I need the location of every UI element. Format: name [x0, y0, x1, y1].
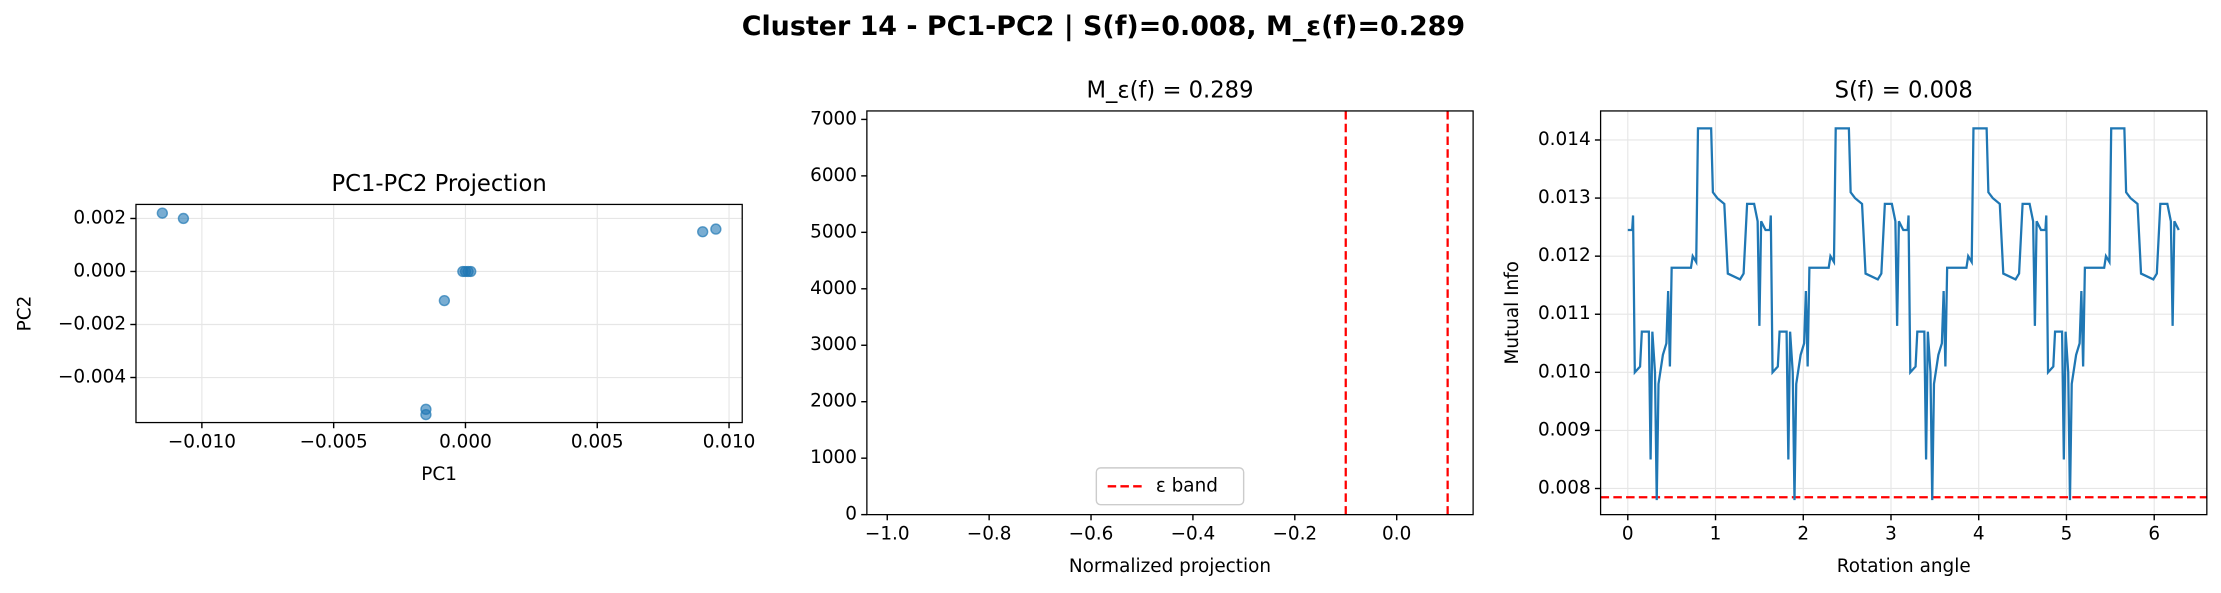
x-axis-label: Normalized projection	[1069, 556, 1271, 577]
legend-box	[1095, 467, 1245, 506]
y-tick-label: 0.010	[1538, 361, 1591, 382]
y-tick-label: 0.002	[73, 207, 126, 228]
axes-frame	[866, 110, 1474, 516]
y-tick-label: 1000	[810, 447, 857, 468]
y-tick-label: 0.012	[1538, 245, 1591, 266]
x-tick-label: −0.010	[168, 431, 236, 452]
plot-area	[1344, 110, 1449, 515]
chart-title: M_ε(f) = 0.289	[1086, 78, 1253, 104]
x-tick-label: −0.6	[1069, 523, 1114, 544]
x-tick-label: 6	[2148, 523, 2160, 544]
x-tick-label: 0.000	[439, 431, 492, 452]
legend-label: ε band	[1156, 475, 1218, 496]
y-tick-label: 0.009	[1538, 419, 1591, 440]
y-tick-label: 6000	[810, 165, 857, 186]
x-tick-label: 5	[2061, 523, 2073, 544]
axes-frame	[135, 203, 743, 424]
y-tick-label: −0.004	[58, 367, 126, 388]
plot-area	[156, 207, 722, 421]
x-tick-label: −0.2	[1272, 523, 1317, 544]
point	[710, 223, 722, 235]
point	[465, 265, 477, 278]
point	[177, 212, 190, 225]
plot-area	[1600, 127, 2207, 501]
figure-title: Cluster 14 - PC1-PC2 | S(f)=0.008, M_ε(f…	[742, 11, 1465, 42]
x-tick-label: 1	[1710, 523, 1722, 544]
y-tick-label: 2000	[810, 391, 857, 412]
chart-title: PC1-PC2 Projection	[331, 171, 546, 197]
y-tick-label: 0.011	[1538, 303, 1591, 324]
point	[438, 294, 451, 307]
y-tick-label: 0.013	[1538, 187, 1591, 208]
x-axis-label: PC1	[421, 464, 457, 485]
x-tick-label: −0.4	[1171, 523, 1216, 544]
axes-frame	[1599, 110, 2208, 516]
x-tick-label: 0.010	[703, 431, 756, 452]
y-tick-label: 0.008	[1538, 477, 1591, 498]
x-tick-label: 0	[1622, 523, 1634, 544]
point	[156, 207, 169, 219]
y-tick-label: −0.002	[58, 313, 126, 334]
y-tick-label: 3000	[810, 334, 857, 355]
chart-title: S(f) = 0.008	[1835, 78, 1973, 104]
line	[1627, 127, 2180, 501]
y-tick-label: 0	[845, 504, 857, 525]
x-tick-label: 4	[1973, 523, 1985, 544]
point	[420, 408, 432, 421]
y-tick-label: 0.000	[73, 260, 126, 281]
y-axis-label: PC2	[14, 296, 35, 332]
y-tick-label: 4000	[810, 278, 857, 299]
x-tick-label: 0.0	[1382, 523, 1411, 544]
y-tick-label: 0.014	[1538, 129, 1591, 150]
x-tick-label: −0.8	[967, 523, 1012, 544]
x-tick-label: 3	[1885, 523, 1897, 544]
x-tick-label: 2	[1797, 523, 1809, 544]
point	[697, 226, 709, 238]
x-tick-label: −0.005	[300, 431, 368, 452]
x-tick-label: 0.005	[571, 431, 624, 452]
x-axis-label: Rotation angle	[1837, 556, 1971, 577]
x-tick-label: −1.0	[865, 523, 910, 544]
y-tick-label: 7000	[810, 108, 857, 129]
y-axis-label: Mutual Info	[1502, 261, 1523, 365]
y-tick-label: 5000	[810, 221, 857, 242]
